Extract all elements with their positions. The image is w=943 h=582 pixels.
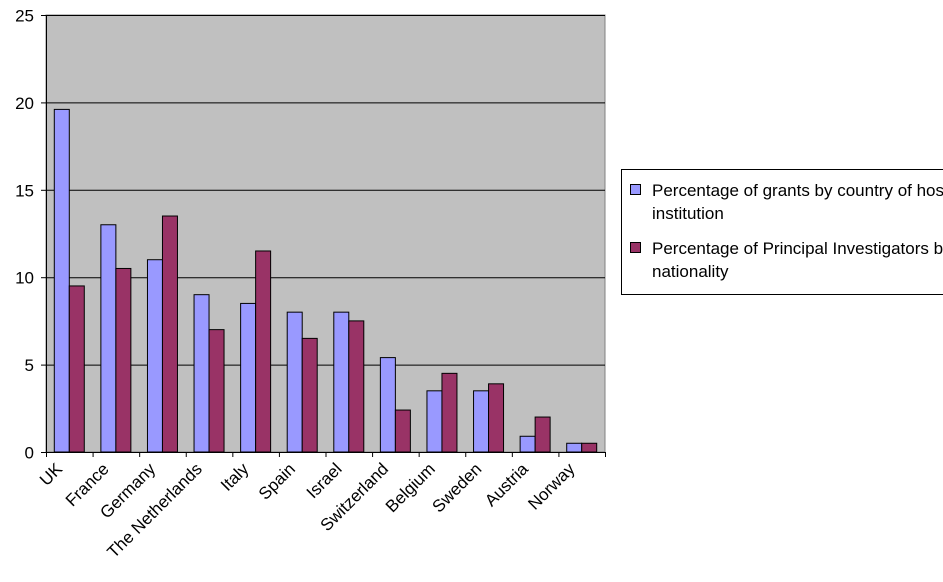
y-tick-label: 10	[15, 269, 34, 288]
bar-investigators	[348, 320, 365, 453]
y-tick-label: 20	[15, 94, 34, 113]
bar-grants	[146, 259, 163, 453]
x-tick-label: Spain	[255, 459, 299, 503]
bar-investigators	[394, 409, 411, 453]
bar-grants	[193, 294, 210, 453]
x-tick-label: Sweden	[428, 459, 485, 516]
x-tick-label: Belgium	[382, 459, 439, 516]
bar-investigators	[208, 329, 225, 453]
bar-grants	[519, 435, 536, 453]
y-tick-label: 25	[15, 7, 34, 26]
y-tick-label: 0	[25, 444, 34, 463]
legend-swatch-investigators	[630, 242, 641, 253]
x-tick-label: Norway	[524, 459, 579, 514]
bar-investigators	[301, 337, 318, 453]
legend-swatch-grants	[630, 184, 641, 195]
legend-label-investigators: Percentage of Principal Investigators by…	[652, 239, 943, 281]
bar-investigators	[115, 267, 132, 453]
bar-grants	[426, 390, 443, 453]
bar-grants	[286, 311, 303, 453]
bar-investigators	[441, 372, 458, 453]
y-axis-ticks: 0 5 10 15 20 25	[15, 7, 46, 463]
bar-grants	[379, 357, 396, 453]
bar-investigators	[161, 215, 178, 453]
bar-investigators	[68, 285, 85, 453]
gridlines	[46, 15, 605, 366]
x-tick-label: Italy	[217, 459, 253, 495]
x-tick-label: Austria	[481, 459, 532, 510]
bar-grants	[240, 302, 257, 453]
y-tick-label: 5	[25, 356, 34, 375]
bar-investigators	[488, 383, 505, 453]
bar-grants	[333, 311, 350, 453]
y-tick-label: 15	[15, 181, 34, 200]
bar-investigators	[255, 250, 272, 453]
bars	[53, 108, 598, 453]
bar-investigators	[534, 416, 551, 453]
bar-grants	[473, 390, 490, 453]
plot-area	[45, 14, 606, 453]
x-tick-label: UK	[36, 459, 67, 490]
legend: Percentage of grants by country of host …	[621, 169, 943, 295]
bar-grants	[566, 442, 583, 453]
x-tick-label: Israel	[303, 459, 346, 502]
legend-label-grants: Percentage of grants by country of host …	[652, 181, 943, 223]
bar-grants	[53, 108, 70, 453]
bar-investigators	[581, 442, 598, 453]
bar-grants	[100, 224, 117, 453]
